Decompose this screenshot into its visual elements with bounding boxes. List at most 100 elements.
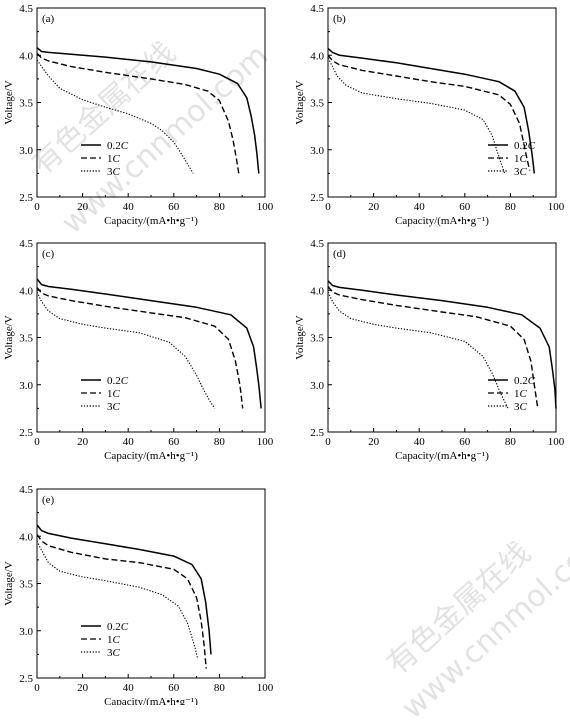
x-tick-label: 40 [414,201,426,213]
x-axis-label: Capacity/(mA•h•g⁻¹) [104,450,198,462]
x-tick-label: 60 [168,682,180,694]
y-axis-label: Voltage/V [294,80,306,124]
legend-label: 0.2C [107,621,129,633]
x-tick-label: 60 [459,436,471,448]
x-tick-label: 80 [505,436,517,448]
series-line-0.2C [36,524,212,655]
y-tick-label: 4.0 [19,285,33,297]
chart-panel-3: 0 20 40 60 80 100 2.5 3.0 3.5 4.0 4.5 Capacity/(mA•… [294,238,565,462]
y-axis-label: Voltage/V [3,561,15,605]
discharge-curves-figure: 0 20 40 60 80 100 2.5 3.0 3.5 4.0 4.5 Capacity/(mA•… [3,3,565,705]
legend-label: 3C [107,166,121,178]
x-tick-label: 20 [368,201,380,213]
y-tick-label: 4.5 [19,238,33,250]
y-tick-label: 2.5 [19,192,33,204]
legend-label: 3C [514,401,528,413]
legend-label: 0.2C [514,375,536,387]
legend-label: 3C [107,647,121,659]
y-tick-label: 2.5 [310,192,324,204]
y-tick-label: 3.5 [310,98,324,110]
x-tick-label: 100 [257,201,274,213]
panel-label: (c) [42,248,55,260]
x-tick-label: 40 [123,436,135,448]
panel-label: (e) [42,494,55,506]
x-tick-label: 20 [77,436,89,448]
x-axis-label: Capacity/(mA•h•g⁻¹) [395,450,489,462]
y-tick-label: 3.0 [310,380,324,392]
y-tick-label: 3.0 [19,626,33,638]
series-line-0.2C [36,47,260,174]
y-tick-label: 4.5 [310,238,324,250]
series-line-1C [36,286,244,409]
y-axis-label: Voltage/V [3,315,15,359]
x-tick-label: 80 [505,201,517,213]
series-line-1C [36,52,240,174]
x-tick-label: 0 [34,201,40,213]
series-line-0.2C [36,278,262,409]
x-tick-label: 100 [257,436,274,448]
legend-label: 1C [107,153,121,165]
y-tick-label: 4.0 [310,285,324,297]
series-line-1C [36,533,207,669]
x-tick-label: 40 [123,682,135,694]
series-line-3C [36,540,199,660]
y-tick-label: 2.5 [19,673,33,685]
x-tick-label: 80 [214,436,226,448]
legend-label: 3C [514,166,528,178]
legend-label: 1C [107,634,121,646]
x-tick-label: 40 [414,436,426,448]
x-tick-label: 0 [34,682,40,694]
chart-panel-2: 0 20 40 60 80 100 2.5 3.0 3.5 4.0 4.5 Capacity/(mA•… [3,238,274,462]
legend-label: 1C [107,388,121,400]
x-tick-label: 100 [257,682,274,694]
x-axis-label: Capacity/(mA•h•g⁻¹) [104,696,198,705]
series-line-3C [36,291,216,409]
y-tick-label: 3.5 [19,333,33,345]
x-tick-label: 0 [325,201,331,213]
chart-panel-1: 0 20 40 60 80 100 2.5 3.0 3.5 4.0 4.5 Capacity/(mA•… [294,3,565,227]
x-tick-label: 100 [548,436,565,448]
panel-label: (a) [42,13,55,25]
x-axis-label: Capacity/(mA•h•g⁻¹) [104,215,198,227]
legend-label: 1C [514,388,528,400]
series-line-1C [327,286,539,409]
y-tick-label: 4.5 [310,3,324,15]
x-tick-label: 0 [34,436,40,448]
y-tick-label: 2.5 [19,427,33,439]
series-line-1C [327,54,531,171]
legend-label: 1C [514,153,528,165]
series-line-0.2C [327,48,536,174]
y-tick-label: 4.0 [310,50,324,62]
plot-frame [36,242,266,433]
x-tick-label: 80 [214,201,226,213]
legend-label: 3C [107,401,121,413]
series-line-3C [327,291,509,409]
x-axis-label: Capacity/(mA•h•g⁻¹) [395,215,489,227]
panel-label: (b) [333,13,346,25]
y-tick-label: 4.0 [19,50,33,62]
y-tick-label: 3.5 [310,333,324,345]
x-tick-label: 40 [123,201,135,213]
y-tick-label: 3.5 [19,579,33,591]
x-tick-label: 20 [77,682,89,694]
x-tick-label: 20 [368,436,380,448]
chart-panel-4: 0 20 40 60 80 100 2.5 3.0 3.5 4.0 4.5 Capacity/(mA•… [3,484,274,705]
y-tick-label: 4.5 [19,3,33,15]
y-tick-label: 4.5 [19,484,33,496]
y-tick-label: 3.0 [19,380,33,392]
x-tick-label: 100 [548,201,565,213]
y-tick-label: 4.0 [19,531,33,543]
x-tick-label: 60 [459,201,471,213]
legend-label: 0.2C [514,140,536,152]
series-line-0.2C [327,280,557,409]
legend-label: 0.2C [107,140,129,152]
y-tick-label: 3.0 [310,145,324,157]
x-tick-label: 60 [168,201,180,213]
x-tick-label: 20 [77,201,89,213]
x-tick-label: 0 [325,436,331,448]
y-axis-label: Voltage/V [3,80,15,124]
plot-frame [36,488,266,679]
plot-frame [36,7,266,198]
y-tick-label: 3.0 [19,145,33,157]
x-tick-label: 80 [214,682,226,694]
